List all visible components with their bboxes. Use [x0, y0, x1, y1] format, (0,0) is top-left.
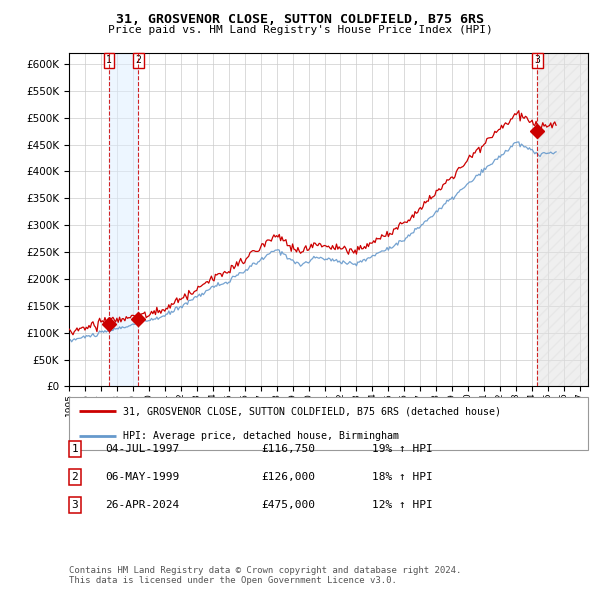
Text: 3: 3 — [71, 500, 79, 510]
Text: £126,000: £126,000 — [261, 472, 315, 482]
Text: Price paid vs. HM Land Registry's House Price Index (HPI): Price paid vs. HM Land Registry's House … — [107, 25, 493, 35]
Text: 2: 2 — [136, 55, 142, 65]
Text: 26-APR-2024: 26-APR-2024 — [105, 500, 179, 510]
Text: 04-JUL-1997: 04-JUL-1997 — [105, 444, 179, 454]
Text: 1: 1 — [106, 55, 112, 65]
Text: 1: 1 — [71, 444, 79, 454]
Text: 12% ↑ HPI: 12% ↑ HPI — [372, 500, 433, 510]
Text: £116,750: £116,750 — [261, 444, 315, 454]
Text: 3: 3 — [534, 55, 540, 65]
Text: 31, GROSVENOR CLOSE, SUTTON COLDFIELD, B75 6RS (detached house): 31, GROSVENOR CLOSE, SUTTON COLDFIELD, B… — [124, 407, 502, 417]
Text: HPI: Average price, detached house, Birmingham: HPI: Average price, detached house, Birm… — [124, 431, 400, 441]
FancyBboxPatch shape — [69, 397, 588, 450]
Text: 2: 2 — [71, 472, 79, 482]
Text: 06-MAY-1999: 06-MAY-1999 — [105, 472, 179, 482]
Bar — [537, 53, 588, 386]
Text: 31, GROSVENOR CLOSE, SUTTON COLDFIELD, B75 6RS: 31, GROSVENOR CLOSE, SUTTON COLDFIELD, B… — [116, 13, 484, 26]
Bar — [109, 53, 139, 386]
Text: £475,000: £475,000 — [261, 500, 315, 510]
Text: Contains HM Land Registry data © Crown copyright and database right 2024.
This d: Contains HM Land Registry data © Crown c… — [69, 566, 461, 585]
Text: 19% ↑ HPI: 19% ↑ HPI — [372, 444, 433, 454]
Text: 18% ↑ HPI: 18% ↑ HPI — [372, 472, 433, 482]
